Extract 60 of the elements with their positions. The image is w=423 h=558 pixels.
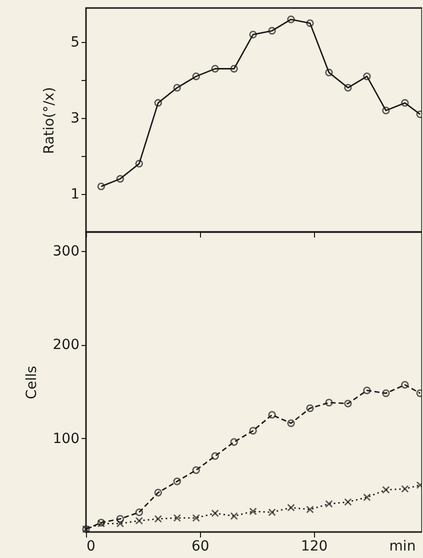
point [325, 398, 333, 406]
point [401, 485, 409, 493]
point [135, 516, 144, 525]
x-tick-label: 60 [191, 538, 210, 554]
point [211, 509, 219, 518]
point [173, 84, 181, 92]
point [173, 514, 181, 522]
point [306, 19, 314, 28]
point [268, 508, 276, 516]
point [173, 478, 181, 486]
point [230, 512, 238, 520]
point [325, 68, 333, 76]
point [249, 508, 257, 516]
point [135, 160, 144, 168]
point [116, 520, 124, 528]
point [382, 106, 390, 114]
point [287, 419, 295, 428]
point [287, 16, 295, 24]
point [401, 380, 409, 389]
point [154, 515, 162, 523]
point [382, 486, 390, 494]
point [325, 500, 333, 508]
y-tick-label: 300 [52, 243, 80, 260]
point [401, 99, 409, 107]
x-axis-title: min [389, 538, 416, 554]
y-axis-title: Cells [24, 366, 40, 400]
point [154, 99, 162, 107]
point [192, 514, 200, 522]
point [344, 400, 352, 408]
point [230, 438, 238, 446]
point [268, 26, 276, 35]
point [287, 504, 295, 512]
point [154, 488, 162, 496]
y-tick-label: 5 [70, 34, 80, 51]
y-tick-label: 200 [52, 337, 80, 353]
point [382, 389, 390, 398]
point [116, 174, 124, 183]
y-axis-title: Ratio(°/x) [42, 87, 58, 154]
point [363, 493, 371, 502]
point [268, 410, 276, 419]
y-tick-label: 3 [70, 110, 80, 127]
point [363, 72, 371, 80]
point [306, 506, 314, 514]
point [344, 498, 352, 506]
x-tick-label: 120 [300, 538, 328, 554]
point [192, 466, 200, 474]
point [135, 508, 144, 516]
point [344, 84, 352, 92]
point [249, 30, 257, 38]
point [249, 426, 257, 435]
point [211, 452, 219, 460]
point [230, 64, 238, 73]
point [116, 515, 124, 523]
point [306, 404, 314, 412]
point [211, 64, 219, 73]
point [363, 386, 371, 394]
point [192, 72, 200, 80]
y-tick-label: 100 [52, 430, 80, 447]
y-tick-label: 1 [70, 186, 80, 203]
x-tick-label: 0 [86, 538, 96, 554]
